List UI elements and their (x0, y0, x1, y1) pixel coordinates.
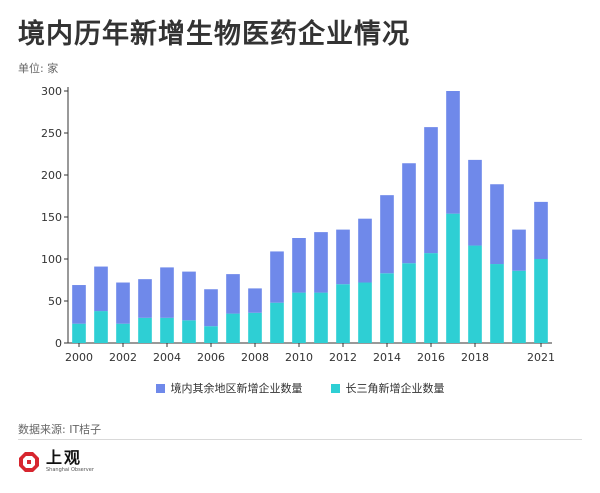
legend-swatch-yrd (330, 383, 340, 393)
legend-swatch-other (155, 383, 165, 393)
unit-label: 单位: 家 (18, 62, 59, 75)
bar-yrd-2006 (204, 326, 218, 343)
bar-yrd-2013 (358, 282, 372, 343)
legend-label-yrd: 长三角新增企业数量 (345, 382, 445, 395)
x-tick-label: 2016 (417, 351, 445, 364)
bar-other-2020 (512, 229, 526, 271)
bar-yrd-2001 (94, 311, 108, 343)
publisher-logo: 上观 Shanghai Observer (18, 450, 94, 473)
logo-name: 上观 (46, 448, 83, 467)
y-tick-label: 250 (41, 127, 62, 140)
x-tick-label: 2012 (329, 351, 357, 364)
bar-yrd-2002 (116, 323, 130, 343)
bar-other-2017 (446, 91, 460, 214)
bar-other-2014 (380, 195, 394, 274)
x-tick-label: 2018 (461, 351, 489, 364)
y-tick-label: 200 (41, 169, 62, 182)
bar-other-2016 (424, 127, 438, 254)
bar-yrd-2007 (226, 313, 240, 343)
bar-yrd-2011 (314, 292, 328, 343)
bar-yrd-2009 (270, 302, 284, 343)
y-tick-label: 100 (41, 253, 62, 266)
bar-yrd-2004 (160, 317, 174, 343)
bar-other-2003 (138, 279, 152, 318)
legend: 境内其余地区新增企业数量 长三角新增企业数量 (0, 380, 600, 396)
bar-other-2012 (336, 229, 350, 285)
chart-title: 境内历年新增生物医药企业情况 (18, 19, 410, 50)
bar-yrd-2021 (534, 259, 548, 343)
bar-other-2006 (204, 289, 218, 327)
bar-other-2019 (490, 184, 504, 265)
bar-yrd-2016 (424, 253, 438, 343)
legend-label-other: 境内其余地区新增企业数量 (170, 382, 303, 395)
bar-yrd-2019 (490, 264, 504, 343)
bar-other-2004 (160, 267, 174, 318)
y-tick-label: 300 (41, 85, 62, 98)
bar-other-2011 (314, 232, 328, 293)
bar-yrd-2017 (446, 213, 460, 343)
bar-other-2000 (72, 285, 86, 324)
bar-yrd-2018 (468, 245, 482, 343)
x-tick-label: 2006 (197, 351, 225, 364)
bar-other-2013 (358, 218, 372, 283)
footer-divider (18, 439, 582, 440)
x-tick-label: 2004 (153, 351, 181, 364)
x-tick-label: 2002 (109, 351, 137, 364)
y-tick-label: 50 (48, 295, 62, 308)
bar-other-2018 (468, 159, 482, 246)
y-tick-label: 150 (41, 211, 62, 224)
logo-subtitle: Shanghai Observer (46, 467, 94, 473)
stacked-bar-chart: 0 50 100 150 200 250 300 2000 2002 2004 2006 2008 20… (41, 85, 555, 364)
x-tick-label: 2008 (241, 351, 269, 364)
bar-other-2009 (270, 251, 284, 303)
logo-text: 上观 Shanghai Observer (46, 450, 94, 473)
bar-other-2005 (182, 271, 196, 321)
x-tick-label: 2000 (65, 351, 93, 364)
bar-other-2007 (226, 274, 240, 314)
bar-other-2015 (402, 163, 416, 264)
bar-other-2002 (116, 282, 130, 324)
bar-yrd-2020 (512, 270, 526, 343)
bar-yrd-2015 (402, 263, 416, 343)
legend-item-yrd: 长三角新增企业数量 (330, 380, 445, 396)
bar-other-2001 (94, 266, 108, 312)
bar-other-2008 (248, 288, 262, 313)
bar-yrd-2014 (380, 273, 394, 343)
y-tick-label: 0 (55, 337, 62, 350)
bar-other-2010 (292, 238, 306, 293)
data-source: 数据来源: IT桔子 (18, 423, 102, 436)
bar-yrd-2003 (138, 317, 152, 343)
bar-yrd-2000 (72, 323, 86, 343)
x-tick-label: 2021 (527, 351, 555, 364)
x-tick-label: 2010 (285, 351, 313, 364)
logo-emblem-icon (19, 451, 39, 472)
legend-item-other: 境内其余地区新增企业数量 (155, 380, 303, 396)
x-tick-label: 2014 (373, 351, 401, 364)
bar-yrd-2008 (248, 312, 262, 343)
bar-yrd-2012 (336, 284, 350, 343)
bar-yrd-2010 (292, 292, 306, 343)
bar-other-2021 (534, 201, 548, 259)
bar-yrd-2005 (182, 320, 196, 343)
